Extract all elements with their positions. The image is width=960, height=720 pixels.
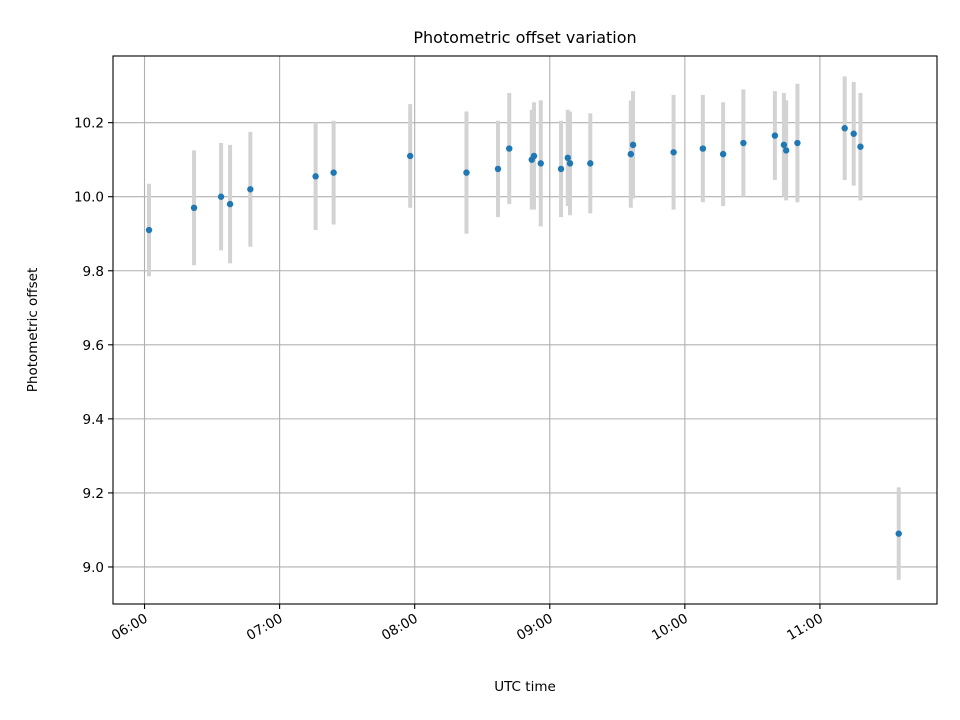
data-point <box>566 160 574 167</box>
data-point <box>226 200 234 208</box>
x-axis-label: UTC time <box>494 679 556 695</box>
data-point <box>670 149 677 156</box>
data-point <box>494 165 502 173</box>
y-tick-label: 10.0 <box>74 190 104 206</box>
x-tick-label: 11:00 <box>784 611 826 644</box>
data-point <box>330 169 337 176</box>
data-point <box>564 154 571 162</box>
y-tick-label: 9.8 <box>83 264 104 280</box>
y-axis-label: Photometric offset <box>25 268 41 392</box>
data-point <box>463 169 470 176</box>
data-point <box>850 130 857 137</box>
plot-frame <box>112 55 938 605</box>
data-point <box>794 139 801 147</box>
x-tick-label: 10:00 <box>649 611 691 644</box>
data-point <box>895 530 902 537</box>
data-point <box>629 141 637 149</box>
data-point <box>699 145 707 152</box>
data-point <box>719 150 727 158</box>
data-point <box>312 173 319 180</box>
data-point <box>771 132 779 139</box>
data-point <box>406 152 414 160</box>
data-point <box>217 193 225 200</box>
data-point <box>247 186 254 193</box>
data-point <box>740 139 747 147</box>
y-tick-label: 9.0 <box>83 560 104 576</box>
y-tick-label: 10.2 <box>74 116 104 132</box>
x-axis-ticks: 06:00 07:00 08:00 09:00 10:00 11:00 <box>109 604 826 644</box>
data-point <box>587 160 594 167</box>
y-tick-label: 9.6 <box>83 338 104 354</box>
data-point <box>530 152 538 160</box>
y-tick-label: 9.2 <box>83 486 104 502</box>
data-point <box>627 150 635 158</box>
data-point <box>841 125 848 132</box>
x-tick-label: 07:00 <box>244 611 286 644</box>
data-point <box>145 226 153 234</box>
data-point <box>557 165 565 173</box>
x-tick-label: 06:00 <box>109 611 151 644</box>
data-point <box>537 160 544 167</box>
grid <box>113 56 937 604</box>
data-point <box>782 147 790 154</box>
data-points <box>145 125 902 537</box>
data-point <box>506 145 513 152</box>
y-tick-label: 9.4 <box>83 412 104 428</box>
chart-title: Photometric offset variation <box>413 28 636 47</box>
data-point <box>857 143 864 150</box>
x-tick-label: 09:00 <box>514 611 556 644</box>
data-point <box>780 141 788 149</box>
x-tick-label: 08:00 <box>379 611 421 644</box>
data-point <box>190 204 198 212</box>
y-axis-ticks: 9.0 9.2 9.4 9.6 9.8 10.0 10.2 <box>74 116 113 576</box>
